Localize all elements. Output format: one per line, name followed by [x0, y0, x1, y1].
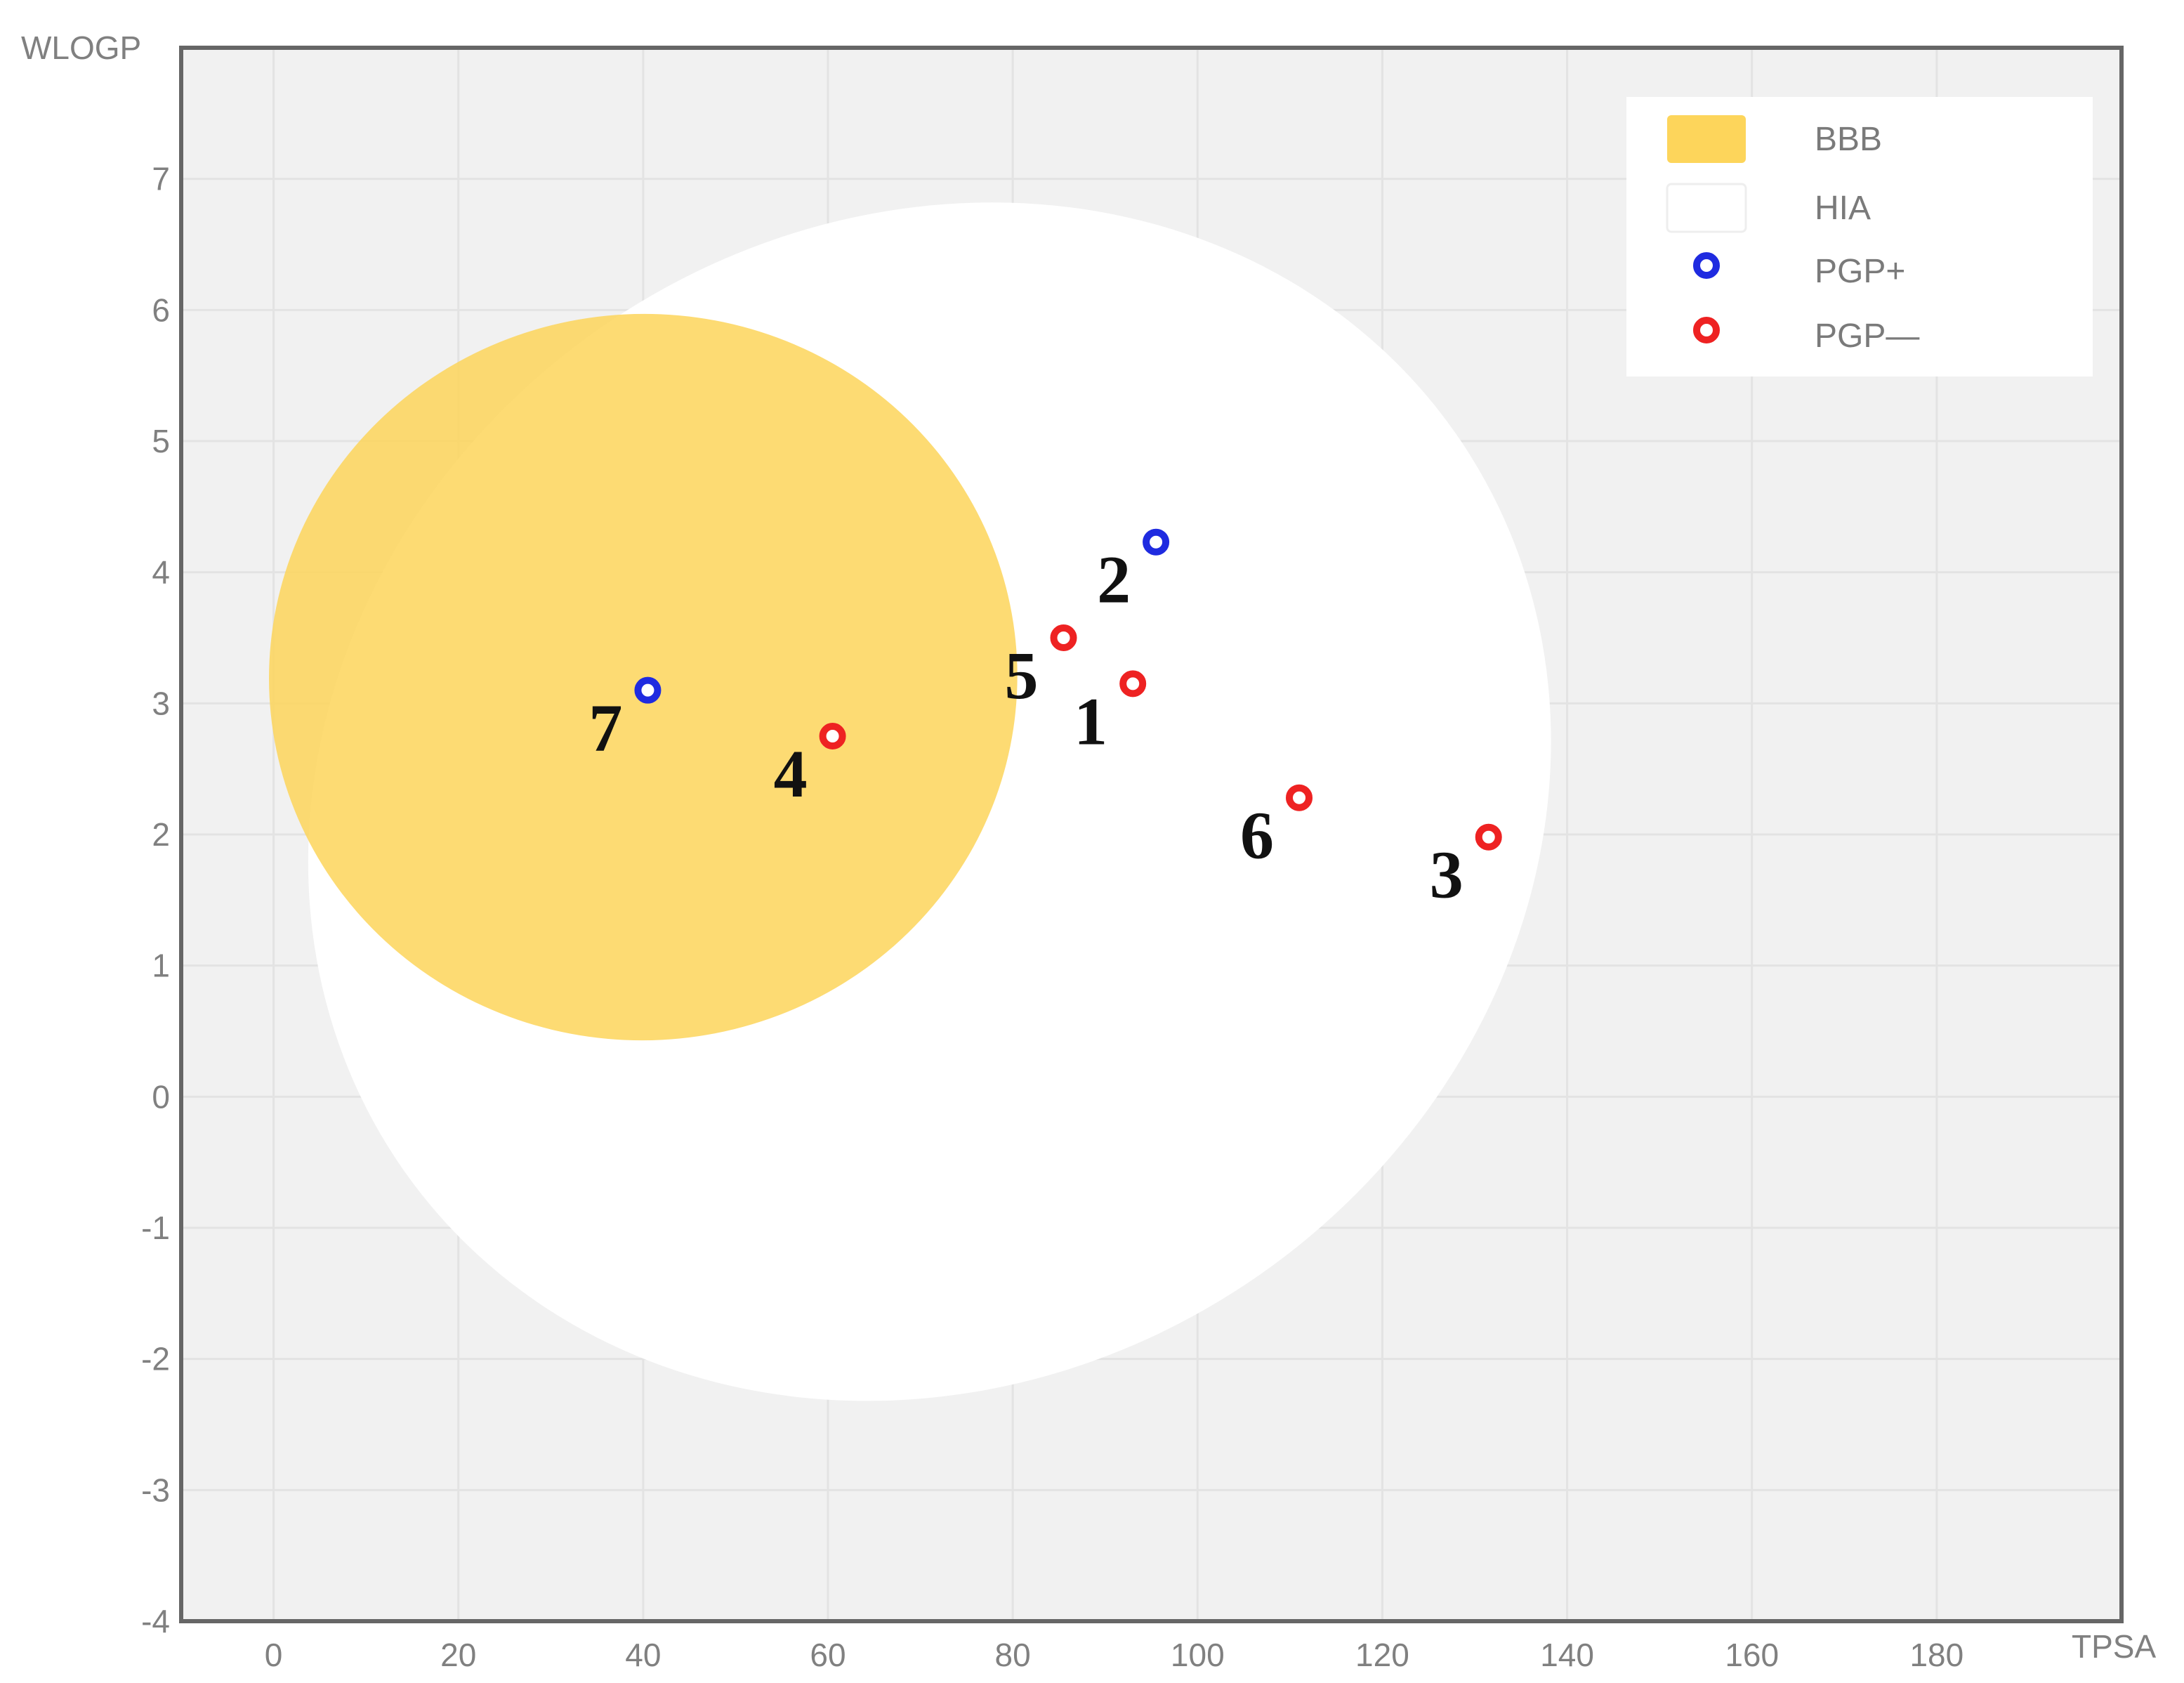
y-tick-label: 3: [152, 685, 170, 721]
data-point: [1475, 823, 1502, 851]
point-label: 1: [1074, 683, 1107, 759]
x-tick-label: 80: [995, 1637, 1031, 1673]
x-tick-label: 20: [440, 1637, 476, 1673]
legend-marker: [1693, 317, 1720, 343]
y-axis-title: WLOGP: [21, 30, 141, 66]
bbb-region: [269, 313, 1018, 1041]
regions: [269, 202, 1551, 1401]
data-point: [1050, 624, 1077, 651]
legend-label: BBB: [1815, 121, 1882, 158]
y-tick-label: 5: [152, 423, 170, 459]
legend: BBB HIA PGP+ PGP—: [1626, 97, 2093, 376]
x-tick-label: 140: [1540, 1637, 1594, 1673]
legend-label: PGP+: [1815, 253, 1905, 290]
data-point: [1286, 784, 1313, 811]
point-label: 5: [1005, 638, 1039, 713]
data-point: [819, 723, 846, 749]
y-tick-label: 1: [152, 948, 170, 984]
legend-marker: [1693, 252, 1720, 279]
tick-labels: 0 20 40 60 80 100 120 140 160 180 -4 -3 -2 -1 0 1 2 3 4 5 6 7: [141, 161, 1963, 1673]
x-tick-label: 40: [625, 1637, 661, 1673]
legend-swatch: [1667, 115, 1746, 163]
data-point: [634, 676, 662, 704]
x-tick-label: 160: [1725, 1637, 1779, 1673]
point-label: 6: [1240, 798, 1274, 873]
point-label: 7: [588, 690, 622, 766]
y-tick-label: -4: [141, 1603, 170, 1639]
x-tick-label: 60: [810, 1637, 846, 1673]
data-point: [1143, 528, 1170, 556]
point-label: 4: [774, 736, 808, 811]
legend-label: PGP—: [1815, 317, 1919, 355]
legend-label: HIA: [1815, 190, 1871, 227]
x-tick-label: 120: [1355, 1637, 1409, 1673]
y-tick-label: 0: [152, 1078, 170, 1115]
data-points: 2 7 51 4 6 3: [588, 528, 1502, 912]
y-tick-label: 6: [152, 292, 170, 328]
x-axis-title: TPSA: [2072, 1628, 2156, 1665]
x-tick-label: 180: [1909, 1637, 1963, 1673]
x-tick-label: 0: [265, 1637, 283, 1673]
plot-border: [179, 46, 2124, 1623]
y-tick-label: -1: [141, 1210, 170, 1246]
point-label: 3: [1430, 837, 1463, 912]
legend-swatch: [1666, 183, 1747, 233]
data-point: [1119, 670, 1147, 698]
y-tick-label: 2: [152, 816, 170, 853]
y-tick-label: 4: [152, 554, 170, 591]
point-label: 2: [1097, 542, 1131, 617]
y-tick-label: -2: [141, 1341, 170, 1377]
y-tick-label: 7: [152, 161, 170, 197]
y-tick-label: -3: [141, 1472, 170, 1508]
x-tick-label: 100: [1171, 1637, 1225, 1673]
